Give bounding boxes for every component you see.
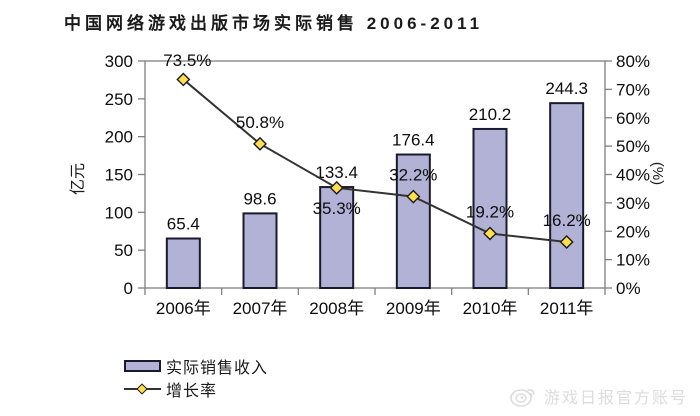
legend-label-growth: 增长率 <box>166 382 218 400</box>
x-axis-category-label: 2011年 <box>540 299 594 318</box>
line-diamond-swatch-icon <box>124 382 161 395</box>
x-axis-category-label: 2008年 <box>309 299 364 318</box>
bar-2008年 <box>319 186 355 289</box>
right-axis-tick-label: 20% <box>616 222 650 241</box>
right-axis-tick-label: 50% <box>616 137 650 156</box>
x-axis-category-label: 2009年 <box>386 299 441 318</box>
growth-value-label: 19.2% <box>466 203 514 222</box>
right-axis-tick-label: 0% <box>616 279 641 298</box>
growth-marker <box>176 72 191 87</box>
watermark: 游戏日报官方账号 <box>508 383 688 409</box>
left-axis-tick-label: 50 <box>114 241 133 260</box>
bar-value-label: 98.6 <box>243 189 276 208</box>
left-axis-tick-label: 150 <box>105 166 133 185</box>
left-axis-tick-label: 200 <box>105 128 133 147</box>
right-axis-tick-label: 80% <box>616 52 650 71</box>
left-axis-title: 亿元 <box>70 162 88 196</box>
legend-item-growth: 增长率 <box>124 377 268 400</box>
bar-2007年 <box>242 212 278 289</box>
bar-value-label: 210.2 <box>469 105 512 124</box>
bar-2009年 <box>395 153 431 289</box>
growth-line <box>182 78 567 244</box>
growth-value-label: 32.2% <box>389 166 437 185</box>
left-axis-tick-label: 100 <box>105 203 133 222</box>
left-axis-tick-label: 0 <box>124 279 133 298</box>
growth-marker <box>483 226 497 241</box>
growth-value-label: 50.8% <box>236 113 284 132</box>
growth-value-label: 73.5% <box>163 51 211 70</box>
right-axis-tick-label: 70% <box>616 80 650 99</box>
right-axis-tick-label: 30% <box>616 194 650 213</box>
left-axis-tick-label: 300 <box>105 52 133 71</box>
bar-value-label: 244.3 <box>545 79 588 98</box>
growth-marker <box>329 180 344 195</box>
x-axis-category-label: 2006年 <box>156 299 211 318</box>
legend: 实际销售收入 增长率 <box>124 354 268 400</box>
bar-value-label: 176.4 <box>392 131 435 150</box>
bar-value-label: 65.4 <box>167 215 200 234</box>
right-axis-tick-label: 10% <box>616 251 650 270</box>
legend-item-sales: 实际销售收入 <box>124 354 268 377</box>
x-axis-category-label: 2010年 <box>463 299 518 318</box>
x-axis-category-label: 2007年 <box>233 299 288 318</box>
left-axis-tick-label: 250 <box>105 90 133 109</box>
bar-swatch-icon <box>124 359 161 372</box>
right-axis-tick-label: 60% <box>616 109 650 128</box>
right-axis-tick-label: 40% <box>616 166 650 185</box>
bar-2011年 <box>549 102 585 289</box>
growth-marker <box>406 189 421 204</box>
right-axis-title: (%) <box>649 161 667 186</box>
bar-value-label: 133.4 <box>315 163 358 182</box>
growth-value-label: 16.2% <box>543 211 591 230</box>
plot-border <box>144 60 606 289</box>
legend-label-sales: 实际销售收入 <box>166 359 269 377</box>
growth-marker <box>253 136 267 151</box>
bar-2006年 <box>165 237 201 290</box>
weibo-logo-icon <box>510 389 535 407</box>
chart-title: 中国网络游戏出版市场实际销售 2006-2011 <box>64 14 484 33</box>
growth-marker <box>559 235 574 250</box>
growth-value-label: 35.3% <box>313 199 361 218</box>
watermark-text: 游戏日报官方账号 <box>543 390 688 407</box>
bar-2010年 <box>472 127 508 289</box>
